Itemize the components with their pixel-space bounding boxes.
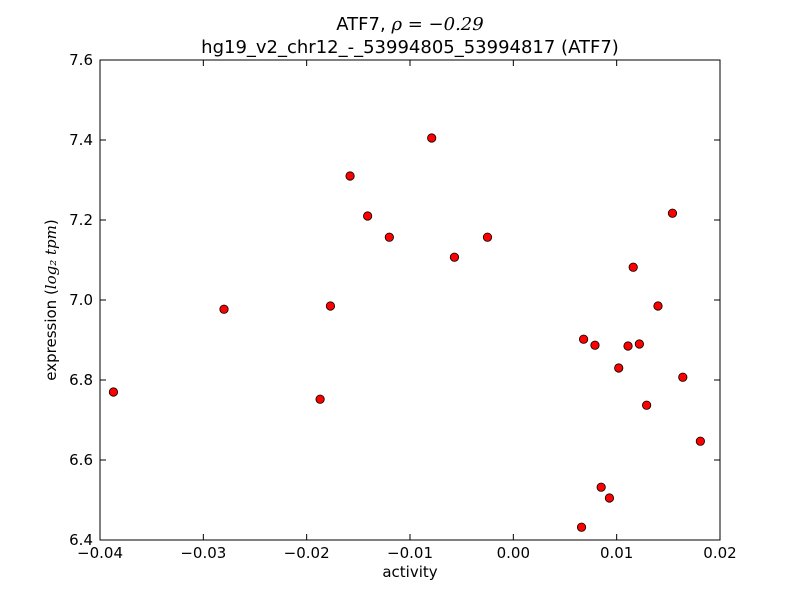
data-points: [108, 133, 705, 532]
y-tick-label: 7.6: [69, 51, 93, 69]
data-point: [345, 171, 355, 181]
data-point: [653, 301, 663, 311]
data-point: [623, 341, 633, 351]
plot-frame: [99, 59, 721, 541]
y-tick-label: 7.4: [69, 131, 93, 149]
data-point: [576, 522, 587, 532]
data-point: [614, 363, 624, 373]
chart-title-line1: ATF7, ρ = −0.29: [336, 14, 483, 35]
y-axis-label-math: log₂ tpm: [42, 225, 60, 289]
x-tick-label: −0.02: [284, 544, 330, 562]
data-point: [427, 133, 437, 143]
chart-title-prefix: ATF7,: [336, 14, 391, 35]
data-point: [642, 400, 652, 410]
x-tick-label: 0.02: [703, 544, 736, 562]
data-point: [604, 493, 615, 503]
data-point: [482, 232, 493, 242]
x-axis: −0.04 −0.03 −0.02 −0.01 0.00 0.01 0.02: [77, 60, 737, 562]
x-tick-label: 0.01: [600, 544, 633, 562]
y-tick-label: 7.0: [69, 291, 93, 309]
data-point: [634, 339, 645, 349]
x-tick-label: −0.03: [180, 544, 226, 562]
data-point: [695, 436, 705, 446]
x-tick-label: 0.00: [497, 544, 530, 562]
chart-title-rho: ρ = −0.29: [390, 14, 483, 35]
x-axis-label: activity: [382, 563, 437, 581]
x-tick-label: −0.01: [387, 544, 433, 562]
data-point: [449, 252, 460, 262]
y-axis-label-suffix: ): [42, 219, 60, 225]
y-tick-label: 6.8: [69, 371, 93, 389]
data-point: [108, 387, 119, 397]
data-point: [219, 304, 229, 314]
data-point: [667, 208, 678, 218]
y-axis-label-prefix: expression (: [42, 289, 60, 381]
data-point: [578, 334, 589, 344]
data-point: [678, 372, 688, 382]
y-axis: 6.4 6.6 6.8 7.0 7.2 7.4 7.6: [69, 51, 720, 549]
data-point: [590, 340, 600, 350]
data-point: [315, 394, 325, 404]
data-point: [325, 301, 336, 311]
data-point: [596, 482, 606, 492]
y-tick-label: 6.6: [69, 451, 93, 469]
x-tick-label: −0.04: [77, 544, 123, 562]
chart-title-line2: hg19_v2_chr12_-_53994805_53994817 (ATF7): [201, 37, 619, 58]
data-point: [384, 232, 394, 242]
data-point: [363, 211, 373, 221]
y-tick-label: 7.2: [69, 211, 93, 229]
y-axis-label: expression (log₂ tpm): [42, 219, 60, 380]
y-tick-label: 6.4: [69, 531, 93, 549]
data-point: [628, 262, 638, 272]
